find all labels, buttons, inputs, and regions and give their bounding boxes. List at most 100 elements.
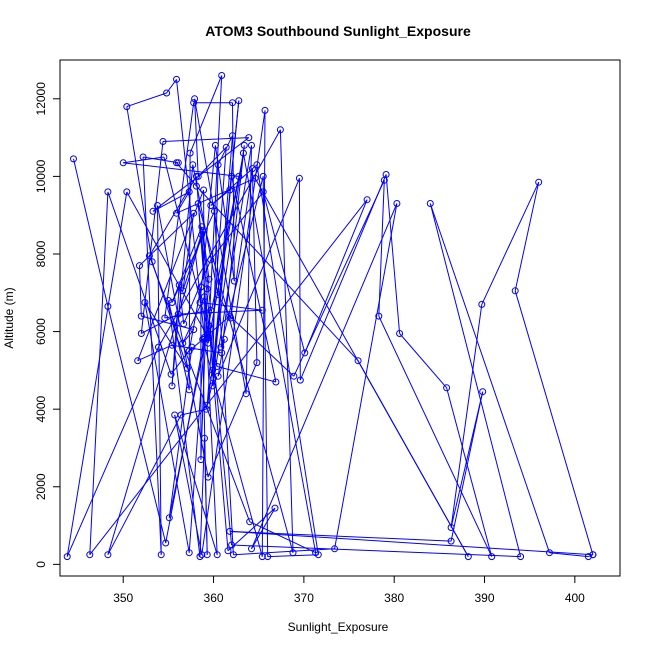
data-point <box>86 551 94 559</box>
y-axis-ticks: 0 2000 4000 6000 8000 10000 12000 <box>34 82 60 568</box>
data-point <box>168 382 176 390</box>
data-point <box>189 161 197 169</box>
series-segment <box>197 146 227 177</box>
data-point <box>546 549 553 557</box>
data-point <box>214 161 222 169</box>
data-point <box>488 553 496 561</box>
data-point <box>213 551 221 559</box>
y-tick-label: 2000 <box>34 473 48 500</box>
series-segment <box>514 290 594 555</box>
data-point <box>259 172 267 180</box>
data-point <box>167 370 175 378</box>
data-point <box>248 165 256 173</box>
data-point <box>211 141 219 149</box>
data-point <box>380 176 388 184</box>
x-tick-label: 400 <box>565 591 585 605</box>
data-point <box>203 285 211 293</box>
series-segment <box>162 137 249 142</box>
data-point <box>464 553 472 561</box>
data-point <box>192 172 200 180</box>
series-segment <box>89 191 109 555</box>
data-point <box>205 275 213 283</box>
data-point <box>240 141 248 149</box>
x-tick-label: 370 <box>294 591 314 605</box>
data-point <box>261 106 269 114</box>
x-axis-ticks: 350 360 370 380 390 400 <box>113 576 585 605</box>
data-point <box>179 287 187 295</box>
data-point <box>203 401 211 409</box>
series-segment <box>148 176 197 257</box>
data-point <box>227 314 235 322</box>
data-point <box>179 339 187 347</box>
series-segment <box>148 255 251 522</box>
series-segment <box>178 309 263 315</box>
series-segment <box>385 174 401 334</box>
series-segment <box>164 102 195 319</box>
data-point <box>183 364 191 372</box>
series-segment <box>89 199 368 556</box>
data-point <box>196 299 204 306</box>
series-segment <box>242 153 317 553</box>
series-segment <box>171 284 180 386</box>
data-point <box>160 153 168 161</box>
series-segment <box>233 548 335 556</box>
series-segment <box>126 191 209 338</box>
series-segment <box>197 203 294 553</box>
data-point <box>271 504 279 512</box>
data-point <box>190 209 198 217</box>
series-segment <box>201 226 212 311</box>
series-segment <box>176 191 190 214</box>
data-point <box>190 326 198 334</box>
series-segment <box>66 346 159 557</box>
series-segment <box>202 230 210 280</box>
data-point <box>226 527 234 535</box>
data-point <box>165 514 173 522</box>
series-segment <box>182 296 205 344</box>
data-point <box>198 551 206 559</box>
data-point <box>363 196 371 204</box>
data-point <box>139 153 147 161</box>
series-segment <box>157 205 209 478</box>
series-segment <box>174 414 218 555</box>
series-segment <box>298 178 301 381</box>
data-point <box>235 172 243 180</box>
series-segment <box>126 92 167 108</box>
data-point <box>175 281 183 289</box>
data-point <box>198 231 206 239</box>
data-point <box>535 178 543 186</box>
data-point <box>589 551 597 559</box>
data-point <box>207 306 215 314</box>
data-point <box>207 202 215 209</box>
series-segment <box>446 387 493 557</box>
series-segment <box>334 203 398 549</box>
data-point <box>248 545 255 553</box>
data-point <box>104 551 112 559</box>
series-segment <box>107 414 182 555</box>
series-segment <box>197 203 233 546</box>
data-point <box>229 99 236 107</box>
data-point <box>174 310 182 318</box>
series-segment <box>251 203 398 549</box>
series-segment <box>229 530 593 556</box>
data-point <box>214 372 222 380</box>
series-segment <box>450 391 484 542</box>
data-point <box>259 188 267 196</box>
data-point <box>246 518 254 526</box>
data-point <box>296 376 304 384</box>
data-point <box>214 291 222 299</box>
data-point <box>239 149 247 157</box>
data-point <box>104 302 112 310</box>
data-point <box>354 357 362 365</box>
data-point <box>242 390 250 398</box>
series-segment <box>194 98 247 394</box>
series-segment <box>199 145 216 303</box>
data-point <box>479 388 487 396</box>
data-point <box>173 75 180 83</box>
data-point <box>149 207 157 215</box>
series-segment <box>168 347 193 518</box>
series-segment <box>304 199 368 354</box>
data-point <box>155 343 162 351</box>
data-point <box>253 359 261 367</box>
series-segment <box>107 306 167 544</box>
data-point <box>201 434 208 442</box>
